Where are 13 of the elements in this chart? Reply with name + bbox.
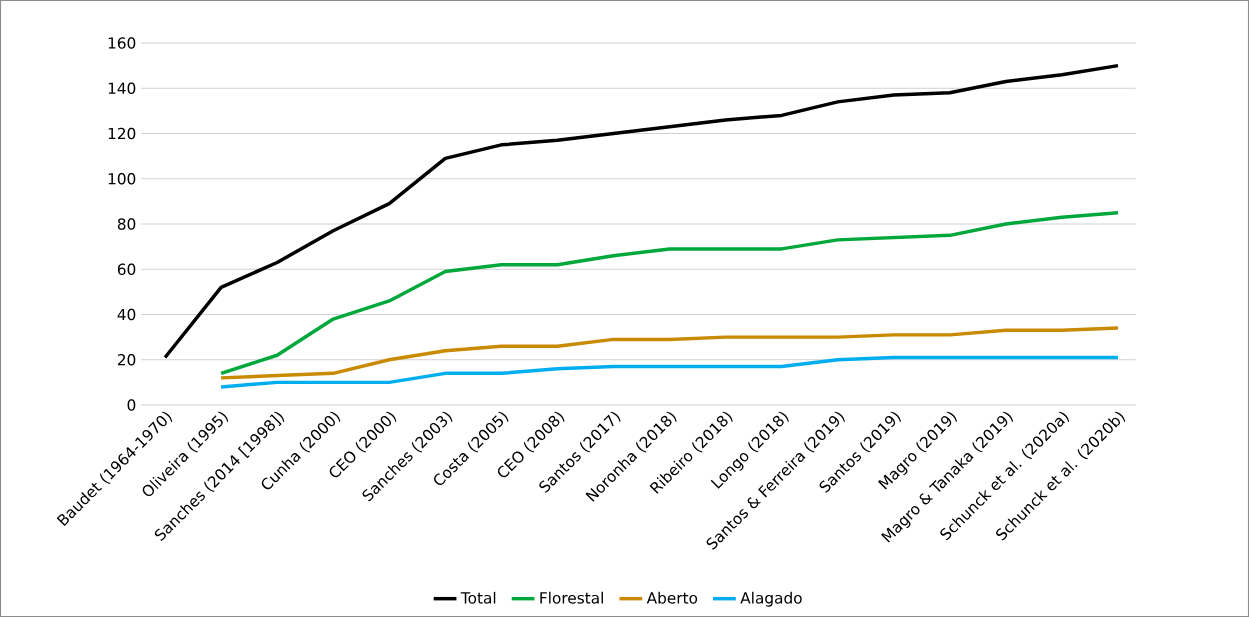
legend-label: Aberto xyxy=(646,591,698,604)
legend-label: Alagado xyxy=(740,591,802,607)
y-tick-label: 0 xyxy=(127,399,136,411)
legend-label: Florestal xyxy=(540,591,603,604)
y-tick-label: 140 xyxy=(108,82,136,95)
y-tick-label: 80 xyxy=(117,218,136,230)
y-tick-label: 120 xyxy=(108,127,136,140)
y-tick-label: 20 xyxy=(117,353,136,366)
y-tick-label: 60 xyxy=(117,263,136,276)
y-tick-label: 100 xyxy=(108,172,136,185)
legend-label: Total xyxy=(460,591,496,604)
y-tick-label: 160 xyxy=(108,37,136,49)
y-tick-label: 40 xyxy=(117,308,136,321)
